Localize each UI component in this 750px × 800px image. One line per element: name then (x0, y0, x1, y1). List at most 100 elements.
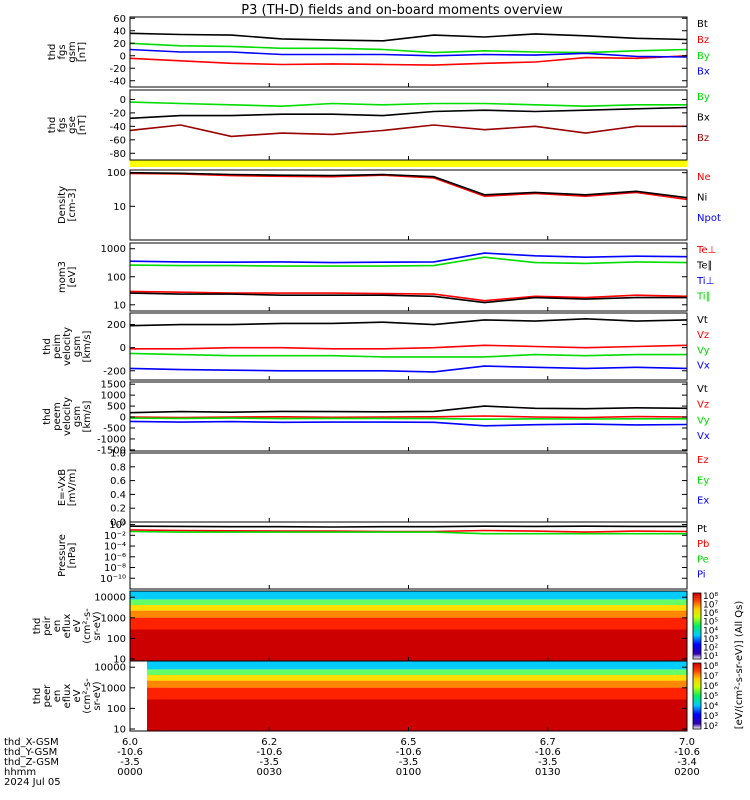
y-axis-label-line: en (52, 690, 63, 703)
colorbar-tick-label: 10⁵ (703, 618, 718, 628)
y-axis-label-line: mom3 (57, 261, 68, 293)
legend-label-Vz: Vz (697, 330, 709, 341)
y-axis-label-line: peer (42, 684, 53, 708)
y-tick-label: 500 (107, 402, 126, 413)
y-axis-label: thdpeemvelocitygsm[km/s] (42, 397, 93, 436)
spectrogram-band (147, 687, 687, 700)
y-axis-label-line: gsm (72, 406, 83, 427)
y-axis-label-line: gse (67, 116, 78, 134)
legend-label-Vy: Vy (697, 345, 710, 356)
colorbar-tick-label: 10⁵ (703, 692, 718, 702)
panel-frame (129, 89, 688, 161)
legend-label-Te∥: Te∥ (696, 260, 713, 271)
series-line-Vy (129, 352, 687, 358)
y-tick-label: 10⁻⁶ (104, 552, 126, 563)
y-tick-label: 100 (107, 168, 126, 179)
legend-label-Bx: Bx (697, 67, 710, 78)
spectrogram-band (130, 629, 687, 661)
y-tick-label: -500 (103, 424, 126, 435)
y-tick-label: 0.2 (110, 504, 126, 515)
y-axis-label-line: peir (42, 615, 53, 635)
y-axis-label-line: Density (57, 186, 68, 224)
legend-label-Vy: Vy (697, 415, 710, 426)
y-tick-label: 0.0 (110, 518, 126, 529)
y-tick-label: 10000 (94, 663, 126, 674)
panel-temperature: Te⊥ Te∥ Ti⊥ Ti∥ 1000 100 10 mom3[eV] (57, 242, 716, 312)
colorbar-tick-label: 10⁷ (703, 601, 718, 611)
colorbar-tick-label: 10⁶ (703, 682, 718, 692)
x-tick-label: 6.5 (401, 737, 417, 748)
spectrogram-band (147, 669, 687, 675)
legend-label-Vt: Vt (697, 384, 708, 395)
legend-label-Ez: Ez (697, 455, 709, 466)
y-axis-label: thdfgsgsm[nT] (47, 41, 88, 62)
y-tick-label: 0.6 (110, 476, 126, 487)
series-line-Vx (129, 420, 688, 427)
y-tick-label: 0 (120, 51, 126, 62)
x-row-label: hhmm (4, 767, 36, 778)
legend-label-Bx: Bx (697, 113, 710, 124)
legend-label-Vt: Vt (697, 315, 708, 326)
y-axis-label-line: gsm (67, 41, 78, 62)
y-axis-label-line: eflux (62, 684, 73, 709)
y-axis-label: Density[cm-3] (57, 186, 78, 224)
y-axis-label-line: (cm²-s- (82, 678, 93, 714)
panels: BtBzByBx6040200-20-40thdfgsgsm[nT]ByBxBz… (32, 14, 745, 736)
x-tick-label: -10.6 (674, 747, 700, 758)
y-tick-label: 10 (113, 725, 126, 736)
colorbar-tick-label: 10⁷ (703, 672, 718, 682)
y-tick-label: 60 (113, 14, 126, 25)
y-tick-label: -60 (110, 135, 126, 146)
y-tick-label: -1000 (97, 434, 126, 445)
y-axis-label: thdpeirenefluxeV(cm²-s-sr-eV) (32, 608, 103, 644)
y-axis-label: thdpeimvelocitygsm[km/s] (42, 327, 93, 366)
series-line-Te∥ (129, 292, 687, 304)
series-line-Bx (129, 48, 688, 58)
panel-frame (129, 452, 688, 523)
panel-density: Ne Ni Npot 100 10 Density[cm-3] (57, 168, 721, 241)
series-line-Vy (129, 417, 687, 421)
x-tick-label: -3.5 (538, 757, 558, 768)
legend-label-Pt: Pt (697, 524, 707, 535)
legend-label-Bt: Bt (697, 19, 708, 30)
series-line-Vt (129, 405, 688, 414)
x-tick-label: 7.0 (679, 737, 695, 748)
y-tick-label: -20 (110, 108, 126, 119)
date-label: 2024 Jul 05 (4, 777, 61, 788)
y-axis-label-line: thd (32, 618, 43, 635)
y-axis-label-line: Pressure (57, 534, 68, 577)
y-tick-label: -1500 (97, 445, 126, 456)
legend-label-Pb: Pb (697, 539, 709, 550)
y-tick-label: 0.8 (110, 462, 126, 473)
legend-label-Vx: Vx (697, 431, 710, 442)
x-axis-annotations: thd_X-GSM 6.0 6.2 6.5 6.7 7.0 thd_Y-GSM -10.6 -1… (4, 737, 700, 788)
colorbar-tick-label: 10³ (703, 712, 718, 722)
series-line-Ti⊥ (129, 252, 688, 264)
legend-label-Pe: Pe (697, 554, 709, 565)
y-tick-label: 100 (107, 272, 126, 283)
y-tick-label: 1000 (101, 683, 126, 694)
x-tick-label: -3.5 (259, 757, 279, 768)
series-line-Vz (129, 415, 688, 419)
x-row-label: thd_X-GSM (4, 737, 59, 748)
y-tick-label: 10000 (94, 593, 126, 604)
y-axis-label-line: thd (42, 408, 53, 425)
y-axis-label-line: [eV] (67, 267, 78, 288)
y-axis-label-line: thd (47, 117, 58, 134)
legend-label-Vx: Vx (697, 361, 710, 372)
spectrogram-band (130, 610, 687, 618)
colorbar-tick-label: 10⁶ (703, 609, 718, 619)
y-tick-label: -20 (110, 64, 126, 75)
y-axis-label: E=-VxB[mV/m] (57, 469, 78, 507)
y-tick-label: 10 (113, 300, 126, 311)
legend-label-Ti∥: Ti∥ (696, 291, 711, 302)
x-tick-label: 0100 (396, 767, 421, 778)
y-tick-label: 1500 (101, 380, 126, 391)
spectrogram-band (147, 675, 687, 681)
legend-label-Ti⊥: Ti⊥ (696, 276, 714, 287)
colorbar-tick-label: 10² (703, 643, 718, 653)
colorbar-tick-label: 10³ (703, 635, 718, 645)
y-axis-label-line: velocity (62, 327, 73, 366)
